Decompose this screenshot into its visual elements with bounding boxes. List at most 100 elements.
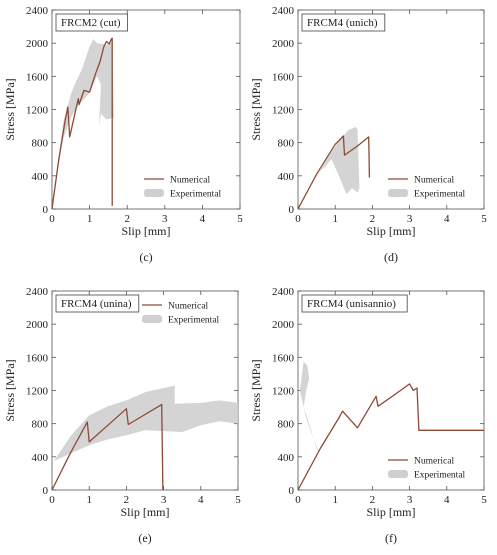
y-tick-label: 2000	[26, 319, 49, 331]
y-tick-label: 400	[32, 452, 49, 464]
x-tick-label: 5	[235, 494, 241, 506]
y-tick-label: 2000	[272, 319, 295, 331]
x-tick-label: 4	[444, 494, 450, 506]
x-axis-label: Slip [mm]	[121, 224, 170, 238]
x-tick-label: 0	[49, 213, 55, 225]
panel-label: (f)	[385, 531, 397, 545]
y-tick-label: 400	[32, 171, 49, 183]
chart-panel-2: 0 400 800 1200 1600 2000 2400 0 1 2 3 4 5 Slip [mm] St…	[249, 5, 487, 264]
legend-label-numerical: Numerical	[414, 176, 454, 186]
x-tick-label: 2	[124, 494, 130, 506]
y-tick-label: 2400	[26, 286, 49, 298]
legend-swatch-experimental	[388, 470, 408, 478]
series-numerical-line	[297, 383, 484, 491]
y-tick-label: 0	[289, 204, 295, 216]
x-tick-label: 1	[86, 494, 92, 506]
legend-label-numerical: Numerical	[414, 457, 454, 467]
x-tick-label: 3	[161, 494, 167, 506]
chart-title: FRCM4 (unich)	[307, 17, 378, 29]
y-tick-label: 800	[278, 419, 295, 431]
x-tick-label: 2	[370, 213, 376, 225]
y-tick-label: 1600	[26, 352, 49, 364]
x-tick-label: 1	[87, 213, 93, 225]
y-tick-label: 0	[43, 204, 49, 216]
y-tick-label: 1200	[26, 386, 49, 398]
x-tick-label: 0	[295, 213, 301, 225]
x-tick-label: 2	[124, 213, 130, 225]
x-tick-label: 4	[200, 213, 206, 225]
legend-swatch-experimental	[388, 189, 408, 197]
legend-label-experimental: Experimental	[170, 190, 222, 200]
chart-title: FRCM4 (unisannio)	[307, 298, 396, 310]
y-tick-label: 400	[278, 171, 295, 183]
series-experimental-band	[312, 126, 360, 195]
y-tick-label: 1200	[26, 105, 49, 117]
title-box	[55, 294, 140, 313]
x-axis-label: Slip [mm]	[120, 505, 169, 519]
title-box	[55, 13, 128, 32]
title-box	[301, 294, 408, 313]
legend-label-experimental: Experimental	[414, 190, 466, 200]
y-tick-label: 0	[43, 485, 49, 497]
x-tick-label: 3	[407, 494, 413, 506]
series-numerical-line	[297, 135, 371, 210]
x-tick-label: 0	[295, 494, 301, 506]
y-tick-label: 2400	[26, 5, 49, 17]
legend-label-experimental: Experimental	[414, 471, 466, 481]
legend-label-numerical: Numerical	[168, 302, 208, 312]
chart-title: FRCM4 (unina)	[61, 298, 132, 310]
series-numerical-line	[51, 403, 164, 491]
y-tick-label: 1200	[272, 386, 295, 398]
x-tick-label: 1	[332, 494, 338, 506]
y-tick-label: 1600	[272, 71, 295, 83]
y-tick-label: 1200	[272, 105, 295, 117]
y-axis-label: Stress [MPa]	[249, 359, 263, 421]
y-axis-label: Stress [MPa]	[3, 78, 17, 140]
x-tick-label: 5	[481, 213, 487, 225]
y-tick-label: 2000	[26, 38, 49, 50]
x-tick-label: 0	[49, 494, 55, 506]
legend: Numerical Experimental	[388, 176, 466, 200]
y-tick-label: 1600	[26, 71, 49, 83]
y-axis-label: Stress [MPa]	[249, 78, 263, 140]
legend: Numerical Experimental	[388, 457, 466, 481]
series-numerical-line	[51, 37, 113, 210]
series-experimental-band	[299, 361, 321, 456]
y-tick-label: 2400	[272, 5, 295, 17]
chart-title: FRCM2 (cut)	[61, 17, 121, 29]
x-tick-label: 1	[332, 213, 338, 225]
x-tick-label: 5	[237, 213, 243, 225]
chart-panel-1: 0 400 800 1200 1600 2000 2400 0 1 2 3 4 5 Slip [mm] St…	[3, 5, 243, 264]
y-tick-label: 2000	[272, 38, 295, 50]
chart-panel-3: 0 400 800 1200 1600 2000 2400 0 1 2 3 4 5 Slip [mm] St…	[3, 286, 241, 545]
panel-label: (e)	[138, 531, 151, 545]
series-experimental-band	[52, 39, 114, 209]
x-tick-label: 4	[444, 213, 450, 225]
chart-panel-4: 0 400 800 1200 1600 2000 2400 0 1 2 3 4 5 Slip [mm] St…	[249, 286, 487, 545]
x-tick-label: 2	[370, 494, 376, 506]
y-tick-label: 2400	[272, 286, 295, 298]
panel-label: (d)	[384, 250, 398, 264]
series-experimental-band	[53, 385, 239, 461]
y-tick-label: 800	[32, 419, 49, 431]
y-tick-label: 1600	[272, 352, 295, 364]
x-tick-label: 3	[407, 213, 413, 225]
legend-swatch-experimental	[144, 189, 164, 197]
title-box	[301, 13, 386, 32]
x-tick-label: 4	[198, 494, 204, 506]
panel-label: (c)	[139, 250, 152, 264]
legend-swatch-experimental	[142, 315, 162, 323]
legend-label-numerical: Numerical	[170, 176, 210, 186]
x-tick-label: 5	[481, 494, 487, 506]
x-tick-label: 3	[162, 213, 168, 225]
legend: Numerical Experimental	[142, 302, 220, 326]
y-tick-label: 400	[278, 452, 295, 464]
y-tick-label: 800	[32, 138, 49, 150]
y-axis-label: Stress [MPa]	[3, 359, 17, 421]
y-tick-label: 800	[278, 138, 295, 150]
legend: Numerical Experimental	[144, 176, 222, 200]
y-tick-label: 0	[289, 485, 295, 497]
x-axis-label: Slip [mm]	[366, 505, 415, 519]
